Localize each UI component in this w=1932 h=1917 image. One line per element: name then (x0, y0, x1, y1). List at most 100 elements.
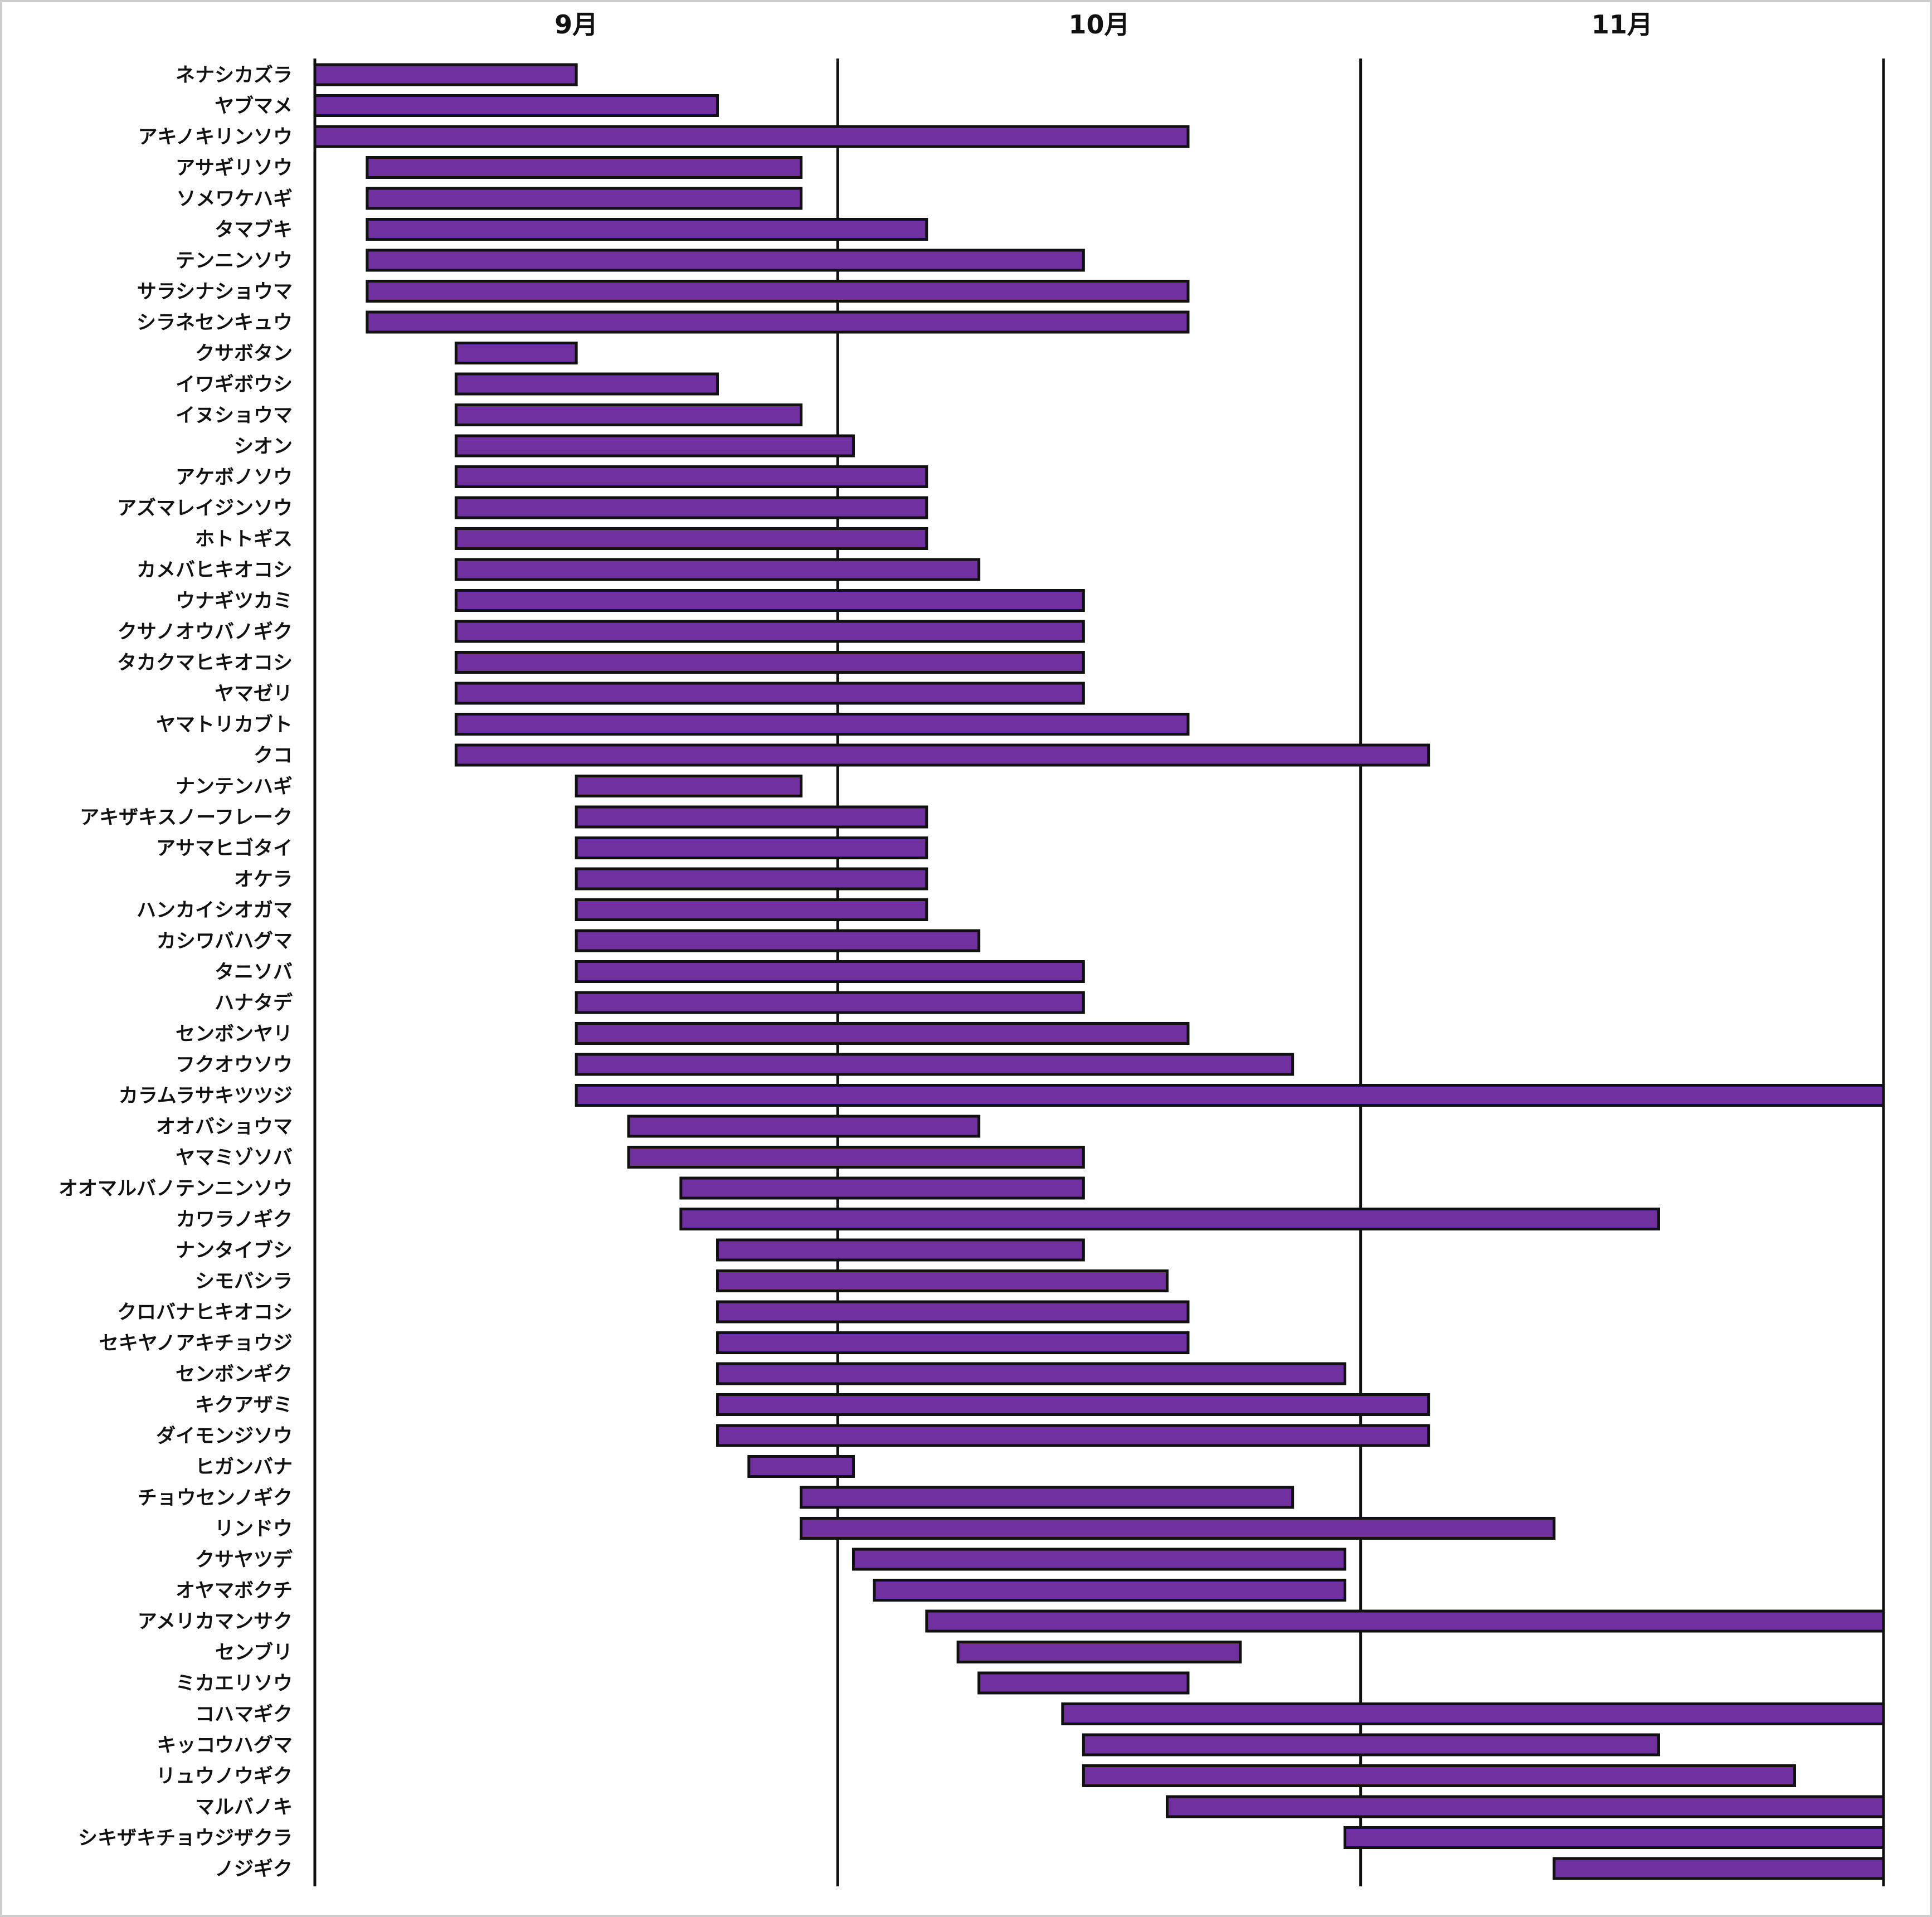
category-label: カメバヒキオコシ (137, 559, 293, 582)
bar (575, 805, 928, 829)
bar (366, 156, 803, 179)
bar (366, 187, 803, 210)
bar (313, 94, 719, 117)
category-label: キッコウハグマ (157, 1735, 293, 1757)
category-label: ソメワケハギ (176, 188, 293, 211)
category-label: リュウノウギク (156, 1765, 293, 1788)
bar (925, 1609, 1885, 1633)
bar (366, 249, 1085, 272)
bar (1165, 1795, 1885, 1818)
bar (575, 775, 803, 797)
month-label: 9月 (554, 9, 598, 40)
bar (454, 589, 1085, 612)
bar (716, 1362, 1347, 1385)
category-label: ミカエリソウ (176, 1673, 293, 1695)
category-label: アズマレイジンソウ (117, 497, 293, 520)
category-label: アキザキスノーフレーク (80, 807, 293, 829)
bar (575, 1053, 1295, 1076)
category-label: カラムラサキツツジ (119, 1085, 293, 1107)
bar (1082, 1733, 1661, 1757)
category-label: イワギボウシ (176, 374, 293, 396)
category-label: テンニンソウ (176, 250, 293, 273)
category-label: キクアザミ (195, 1394, 293, 1417)
bar (454, 713, 1190, 736)
bar (1082, 1764, 1796, 1787)
category-label: マルバノキ (195, 1797, 293, 1819)
category-label: カワラノギク (176, 1209, 293, 1231)
bar (575, 1084, 1885, 1107)
bar (313, 63, 578, 86)
category-label: オオバショウマ (156, 1116, 293, 1138)
bar (1344, 1826, 1885, 1849)
bar (454, 682, 1085, 705)
bar (716, 1424, 1430, 1447)
category-label: リンドウ (215, 1518, 293, 1540)
category-label: ヤマゼリ (215, 683, 293, 706)
bar (851, 1548, 1347, 1571)
bar (800, 1486, 1295, 1509)
category-label: コハマギク (195, 1704, 293, 1726)
bar (575, 898, 928, 921)
category-label: シラネセンキュウ (137, 312, 293, 334)
bar (747, 1455, 855, 1478)
bar (679, 1208, 1661, 1230)
bar (679, 1176, 1085, 1200)
category-label: アサマヒゴタイ (156, 837, 293, 860)
month-axis-labels: 9月 10月 11月 (554, 9, 1653, 40)
category-label: クコ (254, 745, 293, 767)
bar (956, 1641, 1242, 1663)
category-label: シキザキチョウジザクラ (78, 1827, 293, 1850)
category-label: アキノキリンソウ (138, 126, 293, 149)
bar (454, 372, 719, 396)
category-label: ハナタデ (215, 992, 293, 1015)
month-label: 10月 (1068, 9, 1130, 40)
bar (313, 125, 1190, 148)
bars (313, 63, 1885, 1880)
bar (873, 1579, 1347, 1602)
category-label: ウナギツカミ (176, 590, 293, 612)
bar (716, 1269, 1169, 1292)
category-label: ハンカイシオガマ (137, 899, 293, 922)
bar (366, 310, 1190, 334)
bar (366, 280, 1190, 303)
bar (454, 527, 928, 550)
bar (627, 1115, 981, 1138)
category-label: シモバシラ (195, 1271, 293, 1293)
category-label: ヤブマメ (215, 95, 293, 118)
category-label: ダイモンジソウ (156, 1425, 293, 1448)
category-label: タニソバ (215, 961, 293, 984)
category-label: アメリカマンサク (138, 1611, 293, 1633)
category-label: シオン (234, 436, 293, 458)
bar (977, 1671, 1190, 1695)
category-label: ナンタイブシ (176, 1239, 293, 1262)
category-label: クサボタン (195, 343, 293, 365)
bar (454, 743, 1430, 767)
category-label: センブリ (215, 1641, 293, 1664)
category-label: カシワバハグマ (157, 931, 293, 953)
category-label: ヤマミゾソバ (176, 1147, 293, 1169)
category-label: イヌショウマ (176, 405, 293, 427)
bar (575, 867, 928, 891)
category-label: ヒガンバナ (195, 1456, 293, 1478)
category-label: センボンギク (176, 1364, 293, 1386)
category-label: ヤマトリカブト (156, 713, 293, 736)
category-label: オヤマボクチ (176, 1580, 293, 1602)
bar (716, 1393, 1430, 1416)
category-axis-labels: ネナシカズラヤブマメアキノキリンソウアサギリソウソメワケハギタマブキテンニンソウ… (59, 64, 293, 1881)
bar (454, 620, 1085, 643)
bar (454, 558, 981, 581)
category-label: ネナシカズラ (176, 64, 293, 87)
category-label: ホトトギス (195, 528, 293, 551)
bar (716, 1238, 1085, 1262)
category-label: タカクマヒキオコシ (117, 652, 293, 674)
bar (1553, 1857, 1885, 1880)
category-label: サラシナショウマ (137, 281, 293, 303)
bar (575, 1022, 1190, 1045)
bar (454, 403, 803, 426)
bar (1061, 1702, 1885, 1725)
category-label: アサギリソウ (176, 157, 293, 179)
bar (454, 342, 578, 364)
month-label: 11月 (1592, 9, 1653, 40)
bar (454, 651, 1085, 674)
